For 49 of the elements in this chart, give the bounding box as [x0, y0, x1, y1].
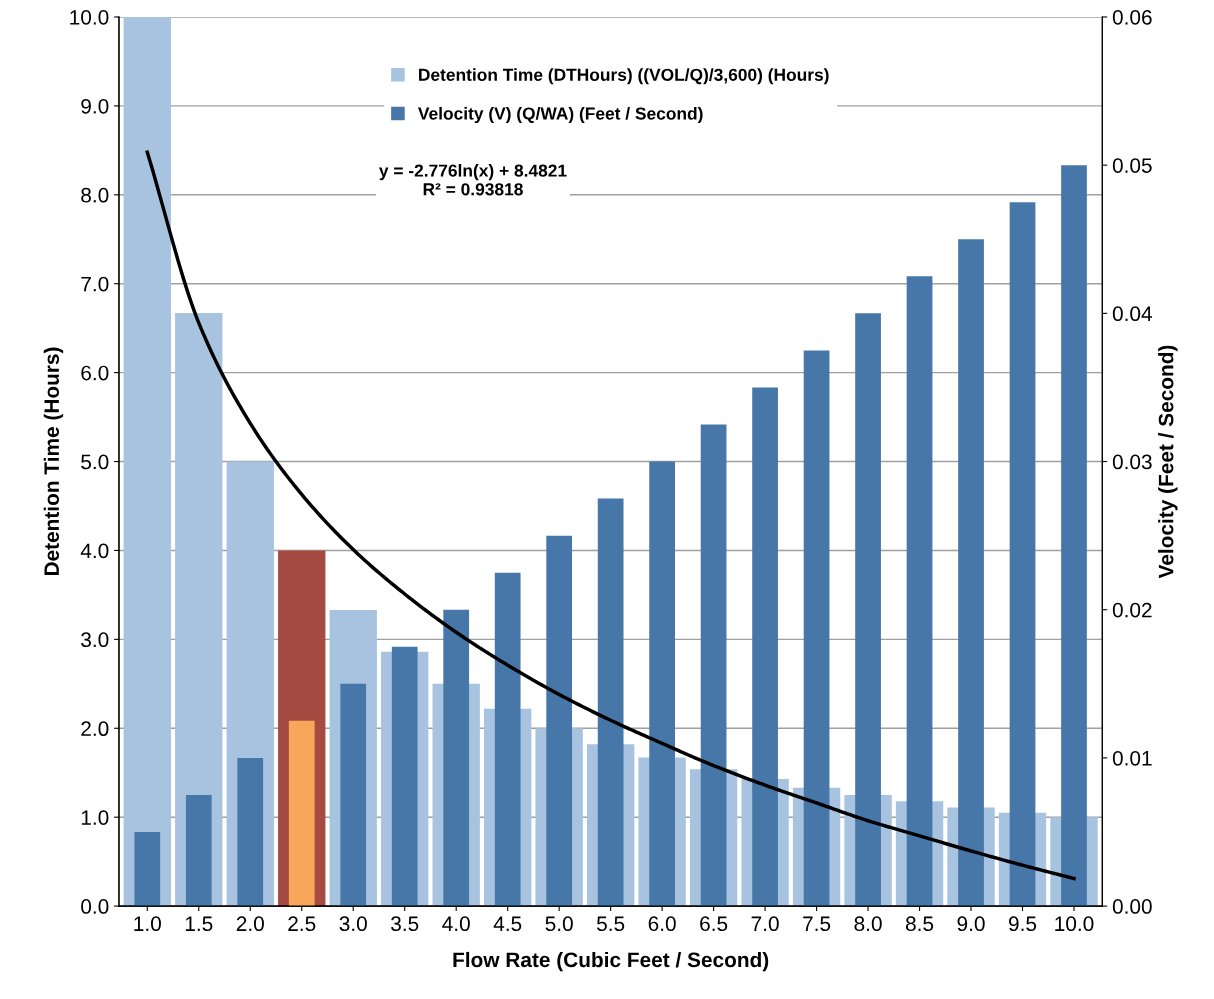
y-tick-label: 6.0	[81, 365, 109, 381]
y2-tick-label: 0.01	[1112, 750, 1152, 766]
y-tick-label: 9.0	[81, 98, 109, 114]
y-tick-label: 4.0	[80, 543, 109, 559]
x-tick-label: 4.5	[493, 916, 522, 932]
x-axis-title: Flow Rate (Cubic Feet / Second)	[453, 951, 769, 972]
y-tick-label: 1.0	[81, 810, 109, 825]
x-tick-label: 6.5	[700, 916, 728, 932]
y2-tick-label: 0.02	[1112, 602, 1152, 618]
bar	[134, 832, 161, 907]
legend-label: Detention Time (DTHours) ((VOL/Q)/3,600) (Hours)	[419, 68, 829, 85]
y-tick-label: 7.0	[81, 276, 109, 292]
y2-tick-label: 0.06	[1112, 9, 1152, 25]
y-tick-label: 3.0	[81, 632, 109, 648]
bar	[185, 794, 212, 907]
bar	[123, 16, 171, 907]
bar	[288, 720, 315, 907]
y-axis-title: Detention Time (Hours)	[43, 347, 64, 576]
y-tick-label: 10.0	[70, 9, 109, 25]
y2-tick-label: 0.04	[1112, 306, 1152, 322]
x-tick-label: 5.0	[545, 916, 573, 932]
x-tick-label: 6.0	[648, 916, 676, 932]
y2-tick-label: 0.03	[1112, 454, 1152, 470]
x-tick-label: 4.0	[442, 916, 470, 932]
x-tick-label: 3.5	[391, 916, 419, 932]
x-tick-label: 2.0	[236, 916, 264, 932]
y2-axis-title: Velocity (Feet / Second)	[1158, 345, 1178, 579]
x-tick-label: 3.0	[339, 916, 367, 932]
x-tick-label: 8.5	[905, 916, 934, 932]
bar	[340, 683, 367, 907]
y-tick-label: 5.0	[81, 454, 109, 470]
y2-tick-label: 0.00	[1112, 899, 1152, 914]
y2-tick-label: 0.05	[1112, 158, 1152, 173]
x-tick-label: 5.5	[597, 916, 625, 932]
x-tick-label: 8.0	[854, 916, 882, 932]
x-tick-label: 9.5	[1009, 916, 1037, 932]
x-tick-label: 7.5	[803, 916, 831, 932]
x-tick-label: 2.5	[288, 916, 316, 932]
legend-label: Velocity (V) (Q/WA) (Feet / Second)	[418, 106, 703, 124]
x-tick-label: 1.5	[185, 916, 213, 932]
bar	[237, 757, 264, 907]
x-tick-label: 1.0	[134, 916, 161, 932]
x-tick-label: 7.0	[751, 916, 779, 932]
x-tick-label: 10.0	[1055, 916, 1094, 932]
y-tick-label: 8.0	[81, 187, 109, 203]
x-tick-label: 9.0	[957, 916, 985, 932]
annotation: y = -2.776ln(x) + 8.4821 R² = 0.93818	[379, 164, 567, 196]
y-tick-label: 0.0	[81, 899, 109, 914]
y-tick-label: 2.0	[81, 721, 109, 737]
